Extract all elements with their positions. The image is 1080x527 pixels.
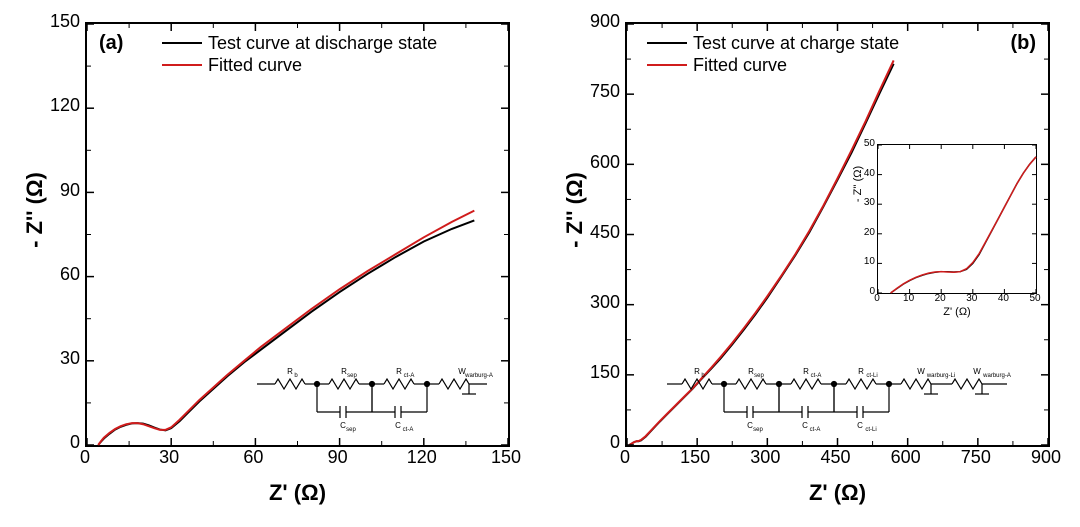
xtick-label: 30: [149, 447, 189, 468]
svg-text:ct-A: ct-A: [404, 373, 415, 379]
xtick-label: 90: [318, 447, 358, 468]
inset-svg: [878, 145, 1036, 293]
ytick-label: 150: [570, 362, 620, 383]
ytick-label: 300: [570, 292, 620, 313]
inset-xtick-label: 30: [962, 293, 982, 304]
inset-ytick-label: 30: [855, 197, 875, 208]
panel-b-plot-area: Test curve at charge state Fitted curve …: [625, 22, 1050, 447]
xtick-label: 300: [745, 447, 785, 468]
panel-a-xlabel: Z' (Ω): [85, 480, 510, 506]
legend-label: Fitted curve: [208, 55, 302, 76]
xtick-label: 150: [675, 447, 715, 468]
ytick-label: 750: [570, 81, 620, 102]
inset-ytick-label: 0: [855, 286, 875, 297]
svg-text:R: R: [287, 367, 293, 376]
svg-text:C: C: [802, 421, 808, 430]
circuit-svg: Rb Rsep Rct-A Rct-Li Wwarburg-Li Wwarbur…: [667, 364, 1047, 434]
ytick-label: 120: [30, 95, 80, 116]
legend-label: Fitted curve: [693, 55, 787, 76]
xtick-label: 150: [486, 447, 526, 468]
legend-label: Test curve at discharge state: [208, 33, 437, 54]
svg-text:b: b: [294, 373, 298, 379]
ytick-label: 900: [570, 11, 620, 32]
svg-text:R: R: [858, 367, 864, 376]
svg-text:ct-Li: ct-Li: [865, 427, 876, 433]
panel-a-plot-area: (a) Test curve at discharge state Fitted…: [85, 22, 510, 447]
xtick-label: 450: [816, 447, 856, 468]
inset-xtick-label: 20: [930, 293, 950, 304]
inset-ytick-label: 20: [855, 227, 875, 238]
inset-ytick-label: 10: [855, 256, 875, 267]
inset-xlabel: Z' (Ω): [877, 306, 1037, 318]
panel-a-circuit: Rb Rsep Rct-A Wwarburg-A Csep Cct-A: [257, 364, 502, 434]
ytick-label: 90: [30, 180, 80, 201]
legend-swatch: [162, 42, 202, 44]
svg-text:warburg-Li: warburg-Li: [926, 373, 955, 379]
ytick-label: 600: [570, 152, 620, 173]
figure: (a) Test curve at discharge state Fitted…: [0, 0, 1080, 527]
svg-text:sep: sep: [347, 373, 357, 379]
panel-b-xlabel: Z' (Ω): [625, 480, 1050, 506]
ytick-label: 0: [30, 432, 80, 453]
xtick-label: 900: [1026, 447, 1066, 468]
panel-b-legend: Test curve at charge state Fitted curve: [647, 32, 899, 76]
legend-swatch: [647, 64, 687, 66]
svg-text:C: C: [395, 421, 401, 430]
panel-a: (a) Test curve at discharge state Fitted…: [0, 0, 530, 527]
legend-row: Test curve at discharge state: [162, 32, 437, 54]
svg-text:warburg-A: warburg-A: [982, 373, 1011, 379]
xtick-label: 60: [233, 447, 273, 468]
legend-swatch: [647, 42, 687, 44]
panel-a-tag: (a): [99, 32, 123, 55]
legend-row: Test curve at charge state: [647, 32, 899, 54]
svg-text:ct-A: ct-A: [403, 427, 414, 433]
svg-text:ct-A: ct-A: [811, 373, 822, 379]
svg-text:R: R: [694, 367, 700, 376]
svg-text:warburg-A: warburg-A: [464, 373, 493, 379]
svg-text:W: W: [973, 367, 981, 376]
svg-text:sep: sep: [753, 427, 763, 433]
svg-text:b: b: [701, 373, 705, 379]
inset-xtick-label: 50: [1025, 293, 1045, 304]
svg-text:R: R: [396, 367, 402, 376]
svg-text:sep: sep: [346, 427, 356, 433]
svg-text:ct-A: ct-A: [810, 427, 821, 433]
circuit-svg: Rb Rsep Rct-A Wwarburg-A Csep Cct-A: [257, 364, 502, 434]
legend-swatch: [162, 64, 202, 66]
inset-ytick-label: 50: [855, 138, 875, 149]
ytick-label: 150: [30, 11, 80, 32]
inset-xtick-label: 10: [899, 293, 919, 304]
xtick-label: 750: [956, 447, 996, 468]
xtick-label: 600: [886, 447, 926, 468]
xtick-label: 120: [402, 447, 442, 468]
panel-b: Test curve at charge state Fitted curve …: [540, 0, 1080, 527]
panel-b-tag: (b): [1010, 32, 1036, 55]
ytick-label: 60: [30, 264, 80, 285]
svg-text:R: R: [803, 367, 809, 376]
legend-label: Test curve at charge state: [693, 33, 899, 54]
svg-text:ct-Li: ct-Li: [866, 373, 877, 379]
panel-b-inset-plot: [877, 144, 1037, 294]
panel-a-legend: Test curve at discharge state Fitted cur…: [162, 32, 437, 76]
panel-b-circuit: Rb Rsep Rct-A Rct-Li Wwarburg-Li Wwarbur…: [667, 364, 1047, 434]
inset-ytick-label: 40: [855, 168, 875, 179]
legend-row: Fitted curve: [647, 54, 899, 76]
svg-text:W: W: [917, 367, 925, 376]
ytick-label: 450: [570, 222, 620, 243]
legend-row: Fitted curve: [162, 54, 437, 76]
svg-text:C: C: [857, 421, 863, 430]
ytick-label: 30: [30, 348, 80, 369]
svg-text:sep: sep: [754, 373, 764, 379]
inset-xtick-label: 40: [993, 293, 1013, 304]
ytick-label: 0: [570, 432, 620, 453]
